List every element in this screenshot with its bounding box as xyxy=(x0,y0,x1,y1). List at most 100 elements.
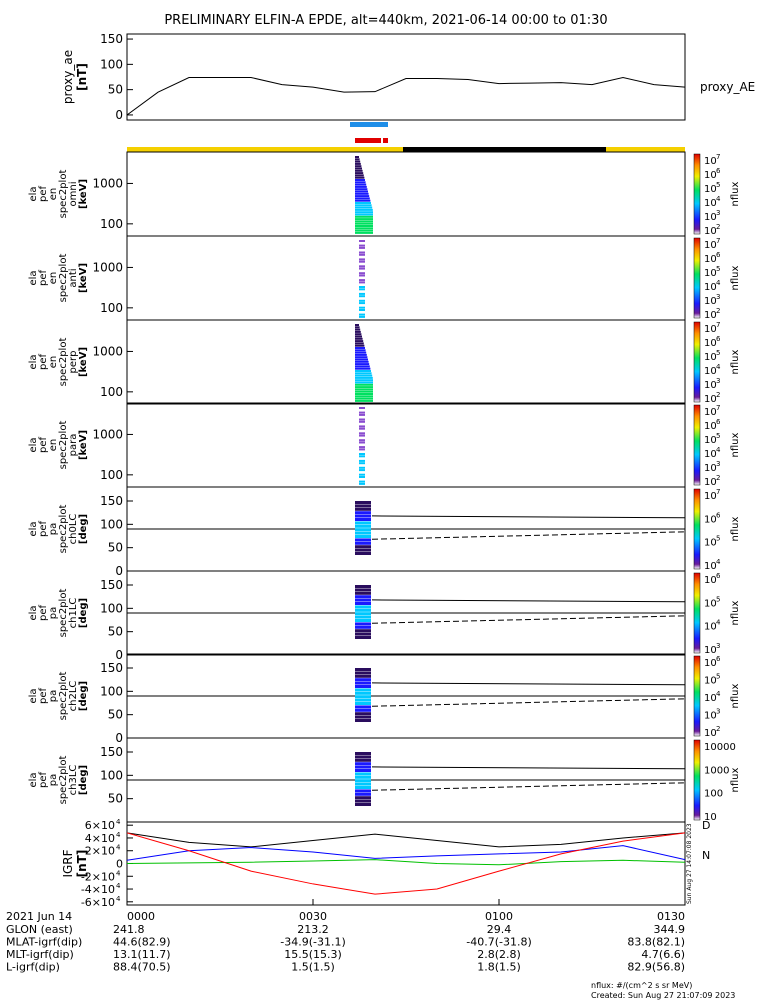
colorbar xyxy=(693,237,701,319)
panel-ylabel-line: [keV] xyxy=(78,347,89,377)
pa-spectrogram-pixel xyxy=(355,528,371,532)
pa-spectrogram-pixel xyxy=(355,524,371,528)
eclipse-bar xyxy=(403,147,606,152)
x-axis-annotations: 2021 Jun 14 0000 0030 0100 0130 GLON (east) 24… xyxy=(6,899,686,974)
colorbar-tick-exp: 5 xyxy=(716,595,720,603)
igrf-line-bx xyxy=(126,832,686,895)
spectrogram-pixel xyxy=(355,174,364,177)
colorbar xyxy=(693,572,701,654)
spectrogram-pixel xyxy=(359,473,365,476)
pa-spectrogram-pixel xyxy=(355,786,371,789)
pa-spectrogram-pixel xyxy=(355,501,371,504)
colorbar-tick-exp: 5 xyxy=(716,265,720,273)
panel-pa_ch1: ela pef pa spec2plot ch1LC [deg] 150 100 50 0 nflu… xyxy=(28,570,741,662)
panel-ylabel-line: spec2plot xyxy=(58,421,69,470)
pa-spectrogram-pixel xyxy=(355,615,371,619)
colorbar-tick-base: 10 xyxy=(704,645,717,656)
spectrogram-pixel xyxy=(355,344,365,347)
colorbar-tick-base: 10 xyxy=(704,449,717,460)
spectrogram-pixel xyxy=(355,358,368,361)
pa-spectrogram-pixel xyxy=(355,695,371,699)
colorbar-tick-base: 10 xyxy=(704,380,717,391)
colorbar-tick-base: 10 xyxy=(704,198,717,209)
panel-ylabel-line: [keV] xyxy=(78,263,89,293)
panel-ylabel-line: ela xyxy=(28,270,39,285)
pa-spectrogram-pixel xyxy=(355,535,371,538)
colorbar-tick-exp: 6 xyxy=(716,511,721,519)
panel-ylabel-line: spec2plot xyxy=(58,672,69,721)
spectrogram-pixel xyxy=(355,328,361,331)
spectrogram-pixel xyxy=(359,272,365,275)
spectrogram-pixel xyxy=(359,279,365,282)
pa-spectrogram-pixel xyxy=(355,552,371,555)
colorbar-tick-base: 10 xyxy=(704,728,717,739)
panel-ytick-label: 100 xyxy=(100,517,123,531)
panel-ylabel-line: [keV] xyxy=(78,179,89,209)
igrf-ytick-exp: 4 xyxy=(116,844,121,852)
spectrogram-pixel xyxy=(359,469,365,472)
panel-ytick-label: 150 xyxy=(100,661,123,675)
pa-spectrogram-pixel xyxy=(355,629,371,633)
spectrogram-pixel xyxy=(355,190,368,193)
pa-spectrogram-pixel xyxy=(355,668,371,671)
colorbar-tick-exp: 4 xyxy=(716,619,721,627)
xaxis-tick-label: 0000 xyxy=(127,910,155,923)
colorbar-tick-base: 10 xyxy=(704,538,717,549)
xaxis-tick-label: 0100 xyxy=(485,910,513,923)
pa-spectrogram-pixel xyxy=(355,681,371,685)
xaxis-row-value: -40.7(-31.8) xyxy=(466,936,532,949)
spectrogram-panels: ela pef en spec2plot omni [keV] 1000100nflux10… xyxy=(28,151,741,909)
spectrogram-pixel xyxy=(359,466,365,469)
pa-spectrogram-pixel xyxy=(355,688,371,692)
pa-spectrogram-pixel xyxy=(355,758,371,762)
panel-ylabel-line: spec2plot xyxy=(58,338,69,387)
colorbar-tick-exp: 5 xyxy=(716,535,720,543)
panel-ytick-label: 50 xyxy=(108,625,123,639)
spectrogram-pixel xyxy=(355,376,373,379)
pa-spectrogram-pixel xyxy=(355,507,371,511)
pa-spectrogram-pixel xyxy=(355,511,371,515)
panel-ytick-label: 100 xyxy=(100,768,123,782)
colorbar-tick-exp: 2 xyxy=(716,307,720,315)
panel-ytick-label: 1000 xyxy=(92,344,123,358)
spectrogram-pixel xyxy=(359,453,365,455)
spectrogram-pixel xyxy=(359,288,365,291)
panel-ylabel-line: ela xyxy=(28,186,39,201)
spectrogram-pixel xyxy=(355,229,373,232)
xaxis-row-label: GLON (east) xyxy=(6,923,73,936)
pa-spectrogram-pixel xyxy=(355,632,371,636)
spectrogram-pixel xyxy=(355,367,371,370)
spectrogram-pixel xyxy=(355,195,370,198)
spectrogram-pixel xyxy=(355,172,364,175)
spectrogram-pixel xyxy=(359,476,365,478)
proxy-ae-legend: proxy_AE xyxy=(700,80,755,94)
pa-spectrogram-pixel xyxy=(355,545,371,549)
colorbar-tick-exp: 7 xyxy=(716,488,720,496)
panel-pa_ch2: ela pef pa spec2plot ch2LC [deg] 150 100 50 0 nflu… xyxy=(28,653,741,745)
spectrogram-pixel xyxy=(359,455,365,458)
igrf-ytick-exp: 4 xyxy=(116,895,121,903)
xaxis-row-label: L-igrf(dip) xyxy=(6,961,60,974)
colorbar-tick-exp: 2 xyxy=(716,223,720,231)
panel-ylabel-line: spec2plot xyxy=(58,505,69,554)
colorbar xyxy=(693,739,701,821)
spectrogram-pixel xyxy=(359,251,365,254)
colorbar-tick-exp: 3 xyxy=(716,209,720,217)
panel-ytick-label: 100 xyxy=(100,385,123,399)
colorbar-zlabel: nflux xyxy=(730,767,741,792)
panel-ylabel-line: omni xyxy=(68,182,79,207)
spectrogram-pixel xyxy=(359,299,365,302)
panel-ylabel-line: pef xyxy=(38,605,49,622)
spectrogram-pixel xyxy=(359,407,365,409)
spectrogram-pixel xyxy=(355,390,373,393)
panel-ylabel-line: ela xyxy=(28,605,39,620)
pa-spectrogram-pixel xyxy=(355,705,371,709)
colorbar xyxy=(693,321,701,403)
panel-ylabel-line: [deg] xyxy=(78,765,89,795)
spectrogram-pixel xyxy=(355,356,368,359)
spectrogram-pixel xyxy=(355,386,373,389)
colorbar-tick-exp: 4 xyxy=(716,279,721,287)
spectrogram-pixel xyxy=(359,434,365,437)
pa-spectrogram-pixel xyxy=(355,691,371,695)
